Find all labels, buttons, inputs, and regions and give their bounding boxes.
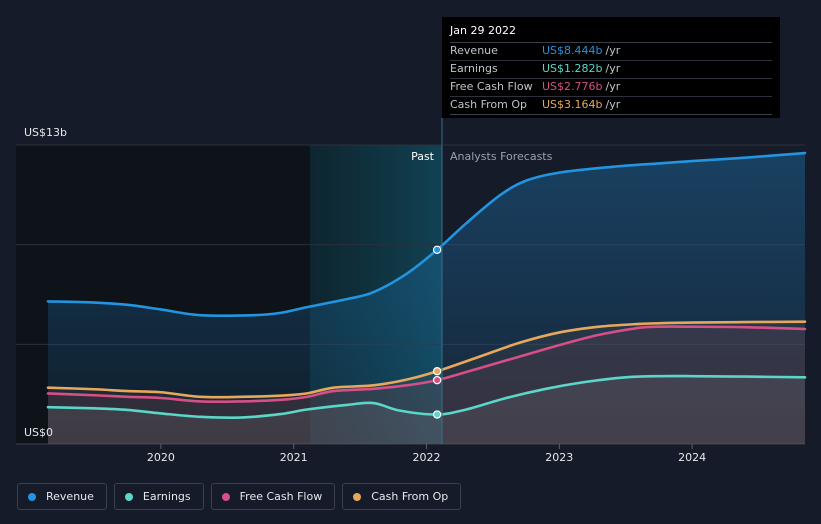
legend-label: Revenue [46, 490, 94, 503]
tooltip-row-value: US$8.444b [542, 44, 603, 57]
line-revenue [46, 151, 807, 318]
x-tick-label: 2024 [678, 451, 706, 464]
x-axis-ticks: 2020 2021 2022 2023 2024 [147, 444, 706, 464]
legend-label: Cash From Op [371, 490, 449, 503]
tooltip: Jan 29 2022 Revenue US$8.444b /yr Earnin… [442, 17, 780, 118]
legend-item-free-cash-flow[interactable]: Free Cash Flow [210, 483, 336, 510]
forecast-label: Analysts Forecasts [450, 150, 553, 163]
past-label: Past [411, 150, 435, 163]
highlight-markers [432, 245, 442, 419]
area-free-cash-flow [48, 326, 805, 444]
series-lines [46, 151, 807, 420]
x-tick-label: 2022 [413, 451, 441, 464]
x-tick-label: 2020 [147, 451, 175, 464]
line-cash-from-op [46, 320, 807, 399]
tooltip-row-revenue: Revenue US$8.444b /yr [450, 43, 772, 61]
tooltip-row-value: US$2.776b [542, 80, 603, 93]
marker-free-cash-flow [432, 375, 442, 385]
legend-dot-icon [124, 492, 133, 501]
marker-revenue [432, 245, 442, 254]
x-tick-label: 2023 [545, 451, 573, 464]
line-earnings [46, 374, 807, 420]
area-earnings [48, 376, 805, 444]
legend-dot-icon [221, 492, 230, 501]
legend-dot-icon [353, 492, 362, 501]
tooltip-row-unit: /yr [605, 80, 621, 93]
y-axis-bottom-label: US$0 [24, 426, 53, 439]
tooltip-row-label: Revenue [450, 44, 498, 57]
line-free-cash-flow [46, 325, 807, 404]
tooltip-row-free-cash-flow: Free Cash Flow US$2.776b /yr [450, 79, 772, 97]
tooltip-row-unit: /yr [605, 44, 621, 57]
y-axis-top-label: US$13b [24, 126, 67, 139]
tooltip-row-label: Earnings [450, 62, 498, 75]
x-tick-label: 2021 [280, 451, 308, 464]
tooltip-row-earnings: Earnings US$1.282b /yr [450, 61, 772, 79]
area-revenue [48, 153, 805, 445]
legend-label: Earnings [142, 490, 191, 503]
tooltip-row-unit: /yr [605, 98, 621, 111]
tooltip-row-unit: /yr [605, 62, 621, 75]
tooltip-date: Jan 29 2022 [450, 23, 772, 43]
legend-item-earnings[interactable]: Earnings [113, 483, 204, 510]
legend-item-cash-from-op[interactable]: Cash From Op [342, 483, 462, 510]
legend: Revenue Earnings Free Cash Flow Cash Fro… [17, 483, 462, 510]
legend-dot-icon [28, 492, 36, 501]
legend-item-revenue[interactable]: Revenue [17, 483, 107, 510]
marker-earnings [432, 410, 442, 419]
legend-label: Free Cash Flow [239, 490, 323, 503]
tooltip-row-cash-from-op: Cash From Op US$3.164b /yr [450, 97, 772, 115]
marker-cash-from-op [432, 367, 442, 376]
tooltip-row-label: Free Cash Flow [450, 80, 533, 93]
tooltip-row-label: Cash From Op [450, 98, 528, 111]
tooltip-row-value: US$3.164b [542, 98, 603, 111]
tooltip-row-value: US$1.282b [542, 62, 603, 75]
